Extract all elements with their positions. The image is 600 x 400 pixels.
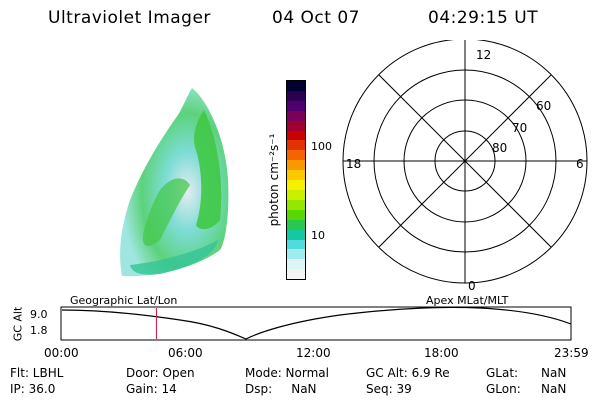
- colorbar-segment: [287, 100, 305, 111]
- polar-grid: 12 18 6 0 60 70 80: [342, 40, 588, 293]
- colorbar-segment: [287, 189, 305, 200]
- colorbar-segment: [287, 239, 305, 250]
- gain-info: Gain: 14: [126, 382, 177, 396]
- colorbar-segment: [287, 209, 305, 220]
- mlt-label-12: 12: [476, 48, 491, 62]
- colorbar-segment: [287, 160, 305, 171]
- dsp-info: Dsp: NaN: [245, 382, 317, 396]
- colorbar-segment: [287, 269, 305, 280]
- altitude-curve: [61, 306, 572, 340]
- aurora-band: [130, 240, 218, 275]
- door-info: Door: Open: [126, 366, 195, 380]
- seq-info: Seq: 39: [366, 382, 412, 396]
- instrument-title: Ultraviolet Imager: [48, 8, 211, 28]
- time-tick-6: 06:00: [168, 346, 203, 360]
- gc-alt-info: GC Alt: 6.9 Re: [366, 366, 450, 380]
- colorbar-segment: [287, 249, 305, 260]
- mlt-label-6: 6: [576, 157, 584, 171]
- colorbar-segment: [287, 199, 305, 210]
- alt-tick-high: 9.0: [30, 308, 48, 321]
- lat-label-60: 60: [536, 99, 551, 113]
- colorbar-segment: [287, 180, 305, 190]
- colorbar-segment: [287, 90, 305, 101]
- altitude-timeline: [60, 306, 572, 341]
- time-tick-24: 23:59: [554, 346, 589, 360]
- geographic-label: Geographic Lat/Lon: [70, 294, 178, 307]
- colorbar-segment: [287, 130, 305, 141]
- filter-info: Flt: LBHL: [10, 366, 64, 380]
- polar-diagonal: [378, 74, 552, 248]
- time-label: 04:29:15 UT: [428, 8, 539, 28]
- colorbar-segment: [287, 140, 305, 151]
- time-tick-18: 18:00: [424, 346, 459, 360]
- colorbar-tick-10: 10: [311, 229, 325, 242]
- mode-info: Mode: Normal: [245, 366, 329, 380]
- colorbar-segment: [287, 150, 305, 161]
- colorbar-segment: [287, 110, 305, 121]
- glat-label: GLat:: [486, 366, 519, 380]
- apex-label: Apex MLat/MLT: [426, 294, 509, 307]
- colorbar-segment: [287, 81, 305, 91]
- date-label: 04 Oct 07: [272, 8, 360, 28]
- colorbar-tick-100: 100: [311, 140, 332, 153]
- glat-value: NaN: [541, 366, 567, 380]
- colorbar-segment: [287, 170, 305, 181]
- time-tick-0: 00:00: [44, 346, 79, 360]
- colorbar-segment: [287, 259, 305, 270]
- aurora-band: [194, 110, 222, 230]
- time-tick-12: 12:00: [296, 346, 331, 360]
- glon-value: NaN: [541, 382, 567, 396]
- mlt-label-0: 0: [468, 279, 476, 293]
- colorbar: [286, 80, 306, 280]
- colorbar-unit-label: photon cm⁻²s⁻¹: [267, 133, 281, 227]
- colorbar-segment: [287, 219, 305, 230]
- timeline-frame: [60, 306, 572, 341]
- aurora-image: [120, 88, 229, 277]
- lat-label-80: 80: [492, 141, 507, 155]
- glon-label: GLon:: [486, 382, 521, 396]
- alt-tick-low: 1.8: [30, 324, 48, 337]
- mlt-label-18: 18: [346, 157, 361, 171]
- lat-label-70: 70: [512, 121, 527, 135]
- colorbar-segment: [287, 120, 305, 131]
- colorbar-segment: [287, 229, 305, 240]
- aurora-band: [142, 178, 190, 246]
- ip-info: IP: 36.0: [10, 382, 56, 396]
- alt-axis-label: GC Alt: [11, 306, 25, 342]
